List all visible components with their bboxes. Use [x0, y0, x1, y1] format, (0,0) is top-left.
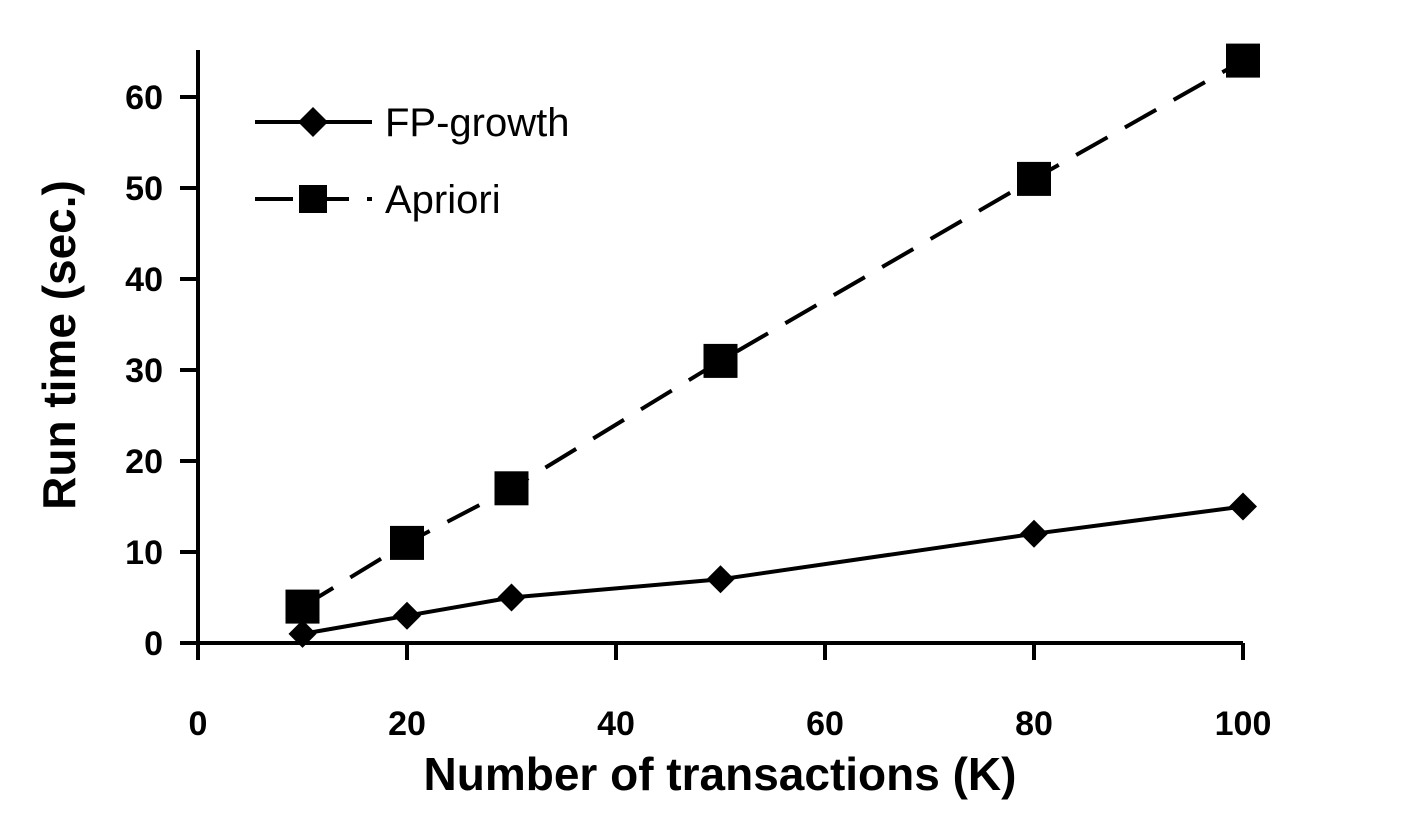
data-point [390, 525, 424, 560]
y-tick-label: 40 [125, 261, 163, 299]
data-point [703, 343, 738, 378]
x-tick-label: 100 [1215, 705, 1272, 743]
y-tick-label: 20 [125, 443, 163, 481]
data-point [285, 589, 320, 624]
data-point [497, 583, 526, 612]
x-tick-label: 80 [1015, 705, 1053, 743]
ticks: 0 20 40 60 80 100 0 10 20 30 40 50 60 [125, 79, 1271, 743]
x-axis-title: Number of transactions (K) [424, 748, 1017, 800]
x-tick-label: 20 [388, 705, 426, 743]
data-point [1229, 492, 1257, 521]
series-fp-growth [288, 492, 1257, 648]
legend-entry: Apriori [255, 178, 501, 222]
data-point [393, 601, 421, 630]
y-tick-label: 50 [125, 170, 163, 208]
y-tick-label: 0 [144, 625, 163, 663]
axes [180, 50, 1243, 660]
x-tick-label: 40 [597, 705, 635, 743]
x-tick-label: 0 [189, 705, 208, 743]
legend-entry: FP-growth [255, 101, 570, 145]
legend-marker [299, 185, 327, 213]
legend-label: Apriori [385, 178, 501, 222]
data-point [1017, 161, 1051, 196]
series-line [301, 58, 1244, 609]
y-axis-title: Run time (sec.) [33, 180, 85, 510]
y-tick-label: 60 [125, 79, 163, 117]
data-point [1020, 519, 1048, 548]
data-point [288, 619, 317, 648]
series-apriori [285, 43, 1260, 624]
data-point [1226, 43, 1260, 78]
data-point [494, 471, 529, 506]
y-tick-label: 30 [125, 352, 163, 390]
y-tick-label: 10 [125, 534, 163, 572]
x-tick-label: 60 [806, 705, 844, 743]
legend: FP-growth Apriori [255, 101, 570, 222]
data-point [706, 565, 735, 594]
legend-label: FP-growth [385, 101, 570, 145]
series-line [302, 504, 1244, 636]
legend-marker [298, 107, 328, 137]
series [285, 43, 1260, 648]
